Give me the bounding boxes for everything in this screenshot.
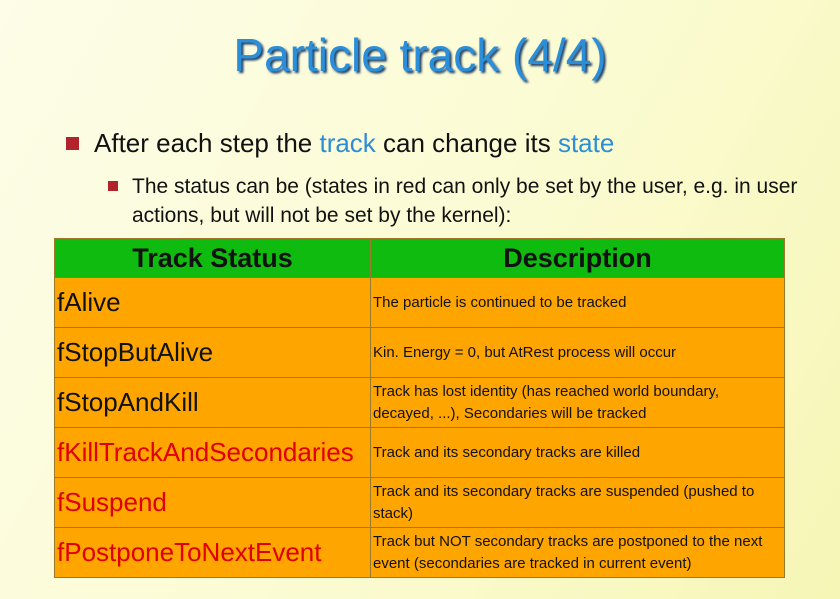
bullet1-highlight-track: track <box>319 128 376 158</box>
table-row: fStopAndKill Track has lost identity (ha… <box>54 377 785 428</box>
bullet1-highlight-state: state <box>557 128 615 158</box>
status-name: fAlive <box>54 277 371 328</box>
status-name-user-only: fKillTrackAndSecondaries <box>54 427 371 478</box>
status-description: Track but NOT secondary tracks are postp… <box>370 527 785 578</box>
bullet-level2: The status can be (states in red can onl… <box>132 175 798 227</box>
table-row: fPostponeToNextEvent Track but NOT secon… <box>54 527 785 578</box>
status-name: fStopButAlive <box>54 327 371 378</box>
header-track-status: Track Status <box>54 238 371 278</box>
bullet1-middle: can change its <box>375 128 558 158</box>
bullet-square-icon <box>66 137 79 150</box>
table-header-row: Track Status Description <box>54 238 785 278</box>
header-description: Description <box>370 238 785 278</box>
status-description: Track has lost identity (has reached wor… <box>370 377 785 428</box>
status-name-user-only: fSuspend <box>54 477 371 528</box>
status-description: Kin. Energy = 0, but AtRest process will… <box>370 327 785 378</box>
status-description: The particle is continued to be tracked <box>370 277 785 328</box>
track-status-table: Track Status Description fAlive The part… <box>54 238 785 578</box>
status-name-user-only: fPostponeToNextEvent <box>54 527 371 578</box>
table-row: fAlive The particle is continued to be t… <box>54 277 785 328</box>
table-row: fSuspend Track and its secondary tracks … <box>54 477 785 528</box>
status-description: Track and its secondary tracks are kille… <box>370 427 785 478</box>
table-row: fKillTrackAndSecondaries Track and its s… <box>54 427 785 478</box>
bullet1-prefix: After each step the <box>94 128 320 158</box>
status-description: Track and its secondary tracks are suspe… <box>370 477 785 528</box>
table-row: fStopButAlive Kin. Energy = 0, but AtRes… <box>54 327 785 378</box>
status-name: fStopAndKill <box>54 377 371 428</box>
slide-title: Particle track (4/4) <box>233 29 607 81</box>
sub-bullet-square-icon <box>108 181 118 191</box>
